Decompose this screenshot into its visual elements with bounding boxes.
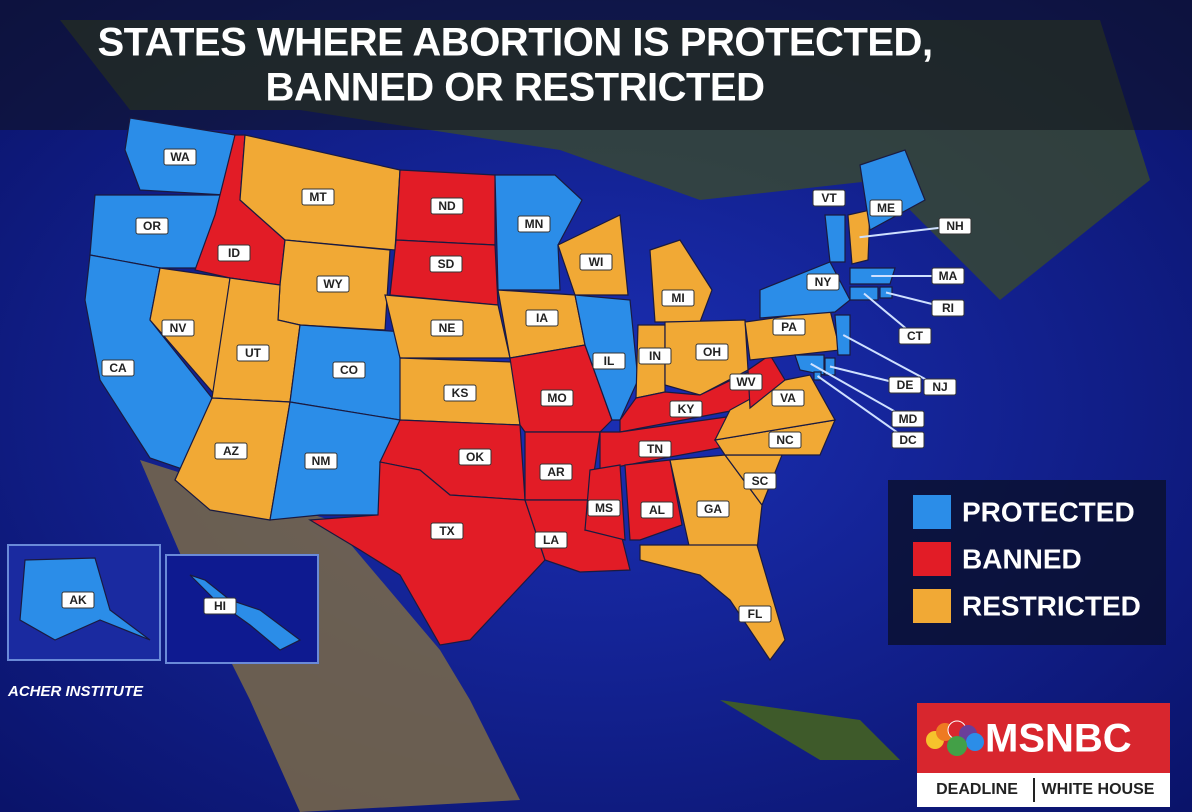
state-label: SD <box>438 257 455 271</box>
legend-label: PROTECTED <box>962 496 1135 527</box>
state-label: AZ <box>223 444 239 458</box>
legend-swatch <box>913 542 951 576</box>
state-label: SC <box>752 474 769 488</box>
state-label: MO <box>547 391 566 405</box>
state-label: OH <box>703 345 721 359</box>
state-label: KS <box>452 386 469 400</box>
state-label: IN <box>649 349 661 363</box>
state-label: ID <box>228 246 240 260</box>
state-label: WV <box>736 375 755 389</box>
state-label: WY <box>323 277 342 291</box>
state-label: MN <box>525 217 544 231</box>
state-label: WI <box>589 255 604 269</box>
state-label: VT <box>821 191 837 205</box>
logo-show: WHITE HOUSE <box>1042 781 1155 798</box>
state-label: IA <box>536 311 548 325</box>
state-label: AR <box>547 465 565 479</box>
state-label: OR <box>143 219 161 233</box>
state-label: MA <box>939 269 958 283</box>
state-label: DC <box>899 433 917 447</box>
state-label: ME <box>877 201 895 215</box>
state-label: NM <box>312 454 331 468</box>
state-label: NH <box>946 219 963 233</box>
page: {"header": {"title_lines": ["STATES WHER… <box>0 0 1192 812</box>
state-label: MS <box>595 501 613 515</box>
state-label: NE <box>439 321 456 335</box>
state-label: MI <box>671 291 684 305</box>
state-label: FL <box>748 607 763 621</box>
legend-swatch <box>913 495 951 529</box>
state-label: CA <box>109 361 127 375</box>
title-line: STATES WHERE ABORTION IS PROTECTED, <box>97 21 932 65</box>
state-label: LA <box>543 533 559 547</box>
logo-show: DEADLINE <box>936 781 1018 798</box>
state-label: MD <box>899 412 918 426</box>
state-label: VA <box>780 391 796 405</box>
legend-label: RESTRICTED <box>962 590 1141 621</box>
state <box>835 315 850 355</box>
state-label: NC <box>776 433 794 447</box>
state-label: PA <box>781 320 797 334</box>
state-label: TX <box>439 524 454 538</box>
state-label: CO <box>340 363 358 377</box>
state-label: AL <box>649 503 665 517</box>
legend-label: BANNED <box>962 543 1082 574</box>
state-label: HI <box>214 599 226 613</box>
state-label: NV <box>170 321 187 335</box>
state-label: OK <box>466 450 484 464</box>
title-line: BANNED OR RESTRICTED <box>266 66 765 110</box>
state-label: MT <box>309 190 327 204</box>
state-label: IL <box>604 354 615 368</box>
legend-swatch <box>913 589 951 623</box>
map: STATES WHERE ABORTION IS PROTECTED, BANN… <box>0 0 1192 812</box>
state-label: DE <box>897 378 914 392</box>
state-label: AK <box>69 593 87 607</box>
state-label: TN <box>647 442 663 456</box>
state-label: RI <box>942 301 954 315</box>
state-label: NJ <box>932 380 947 394</box>
logo-brand: MSNBC <box>985 717 1132 761</box>
state-label: CT <box>907 329 924 343</box>
state-label: KY <box>678 402 695 416</box>
state-label: ND <box>438 199 456 213</box>
state-label: UT <box>245 346 262 360</box>
state-label: NY <box>815 275 832 289</box>
state-label: GA <box>704 502 722 516</box>
state-label: WA <box>170 150 190 164</box>
source: ACHER INSTITUTE <box>7 683 144 700</box>
